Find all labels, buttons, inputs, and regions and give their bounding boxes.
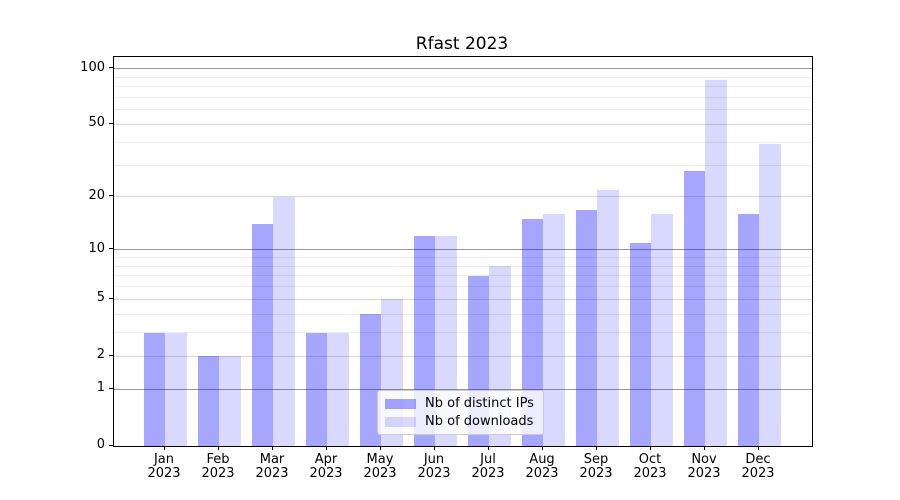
y-axis-tick-label-50: 50 xyxy=(88,115,105,131)
bar-downloads-aug xyxy=(543,214,565,446)
grid-line-minor-60 xyxy=(114,109,812,111)
grid-line-minor-80 xyxy=(114,86,812,88)
legend-label-distinct-ips: Nb of distinct IPs xyxy=(425,396,534,411)
y-axis-tick-mark-100 xyxy=(109,67,113,68)
y-axis-tick-mark-20 xyxy=(109,195,113,197)
y-axis-tick-label-0: 0 xyxy=(96,437,105,452)
x-axis-tick-mark-jan xyxy=(163,446,165,450)
y-axis-tick-label-10: 10 xyxy=(88,240,105,256)
grid-line-dark-10 xyxy=(114,249,812,251)
x-axis-tick-mark-mar xyxy=(271,446,273,450)
grid-line-dark-100 xyxy=(114,68,812,69)
legend-item-downloads: Nb of downloads xyxy=(385,414,543,429)
grid-line-light-5 xyxy=(114,298,812,300)
grid-line-light-50 xyxy=(114,123,812,125)
bar-distinct-ips-sep xyxy=(575,209,597,446)
legend-swatch-distinct-ips xyxy=(385,398,416,409)
x-axis-tick-label-may: May 2023 xyxy=(363,452,397,481)
legend-swatch-downloads xyxy=(385,416,416,427)
x-axis-tick-mark-feb xyxy=(217,446,219,450)
x-axis-tick-mark-sep xyxy=(595,446,597,450)
y-axis-tick-mark-0 xyxy=(109,444,113,446)
bar-downloads-nov xyxy=(705,79,727,446)
legend-item-distinct-ips: Nb of distinct IPs xyxy=(385,396,543,411)
x-axis-tick-mark-dec xyxy=(757,446,759,450)
bar-distinct-ips-may xyxy=(359,314,381,446)
bar-downloads-sep xyxy=(597,189,619,446)
x-axis-tick-mark-apr xyxy=(325,446,327,450)
bar-distinct-ips-dec xyxy=(737,214,759,446)
x-axis-tick-label-nov: Nov 2023 xyxy=(687,452,721,481)
x-axis-tick-label-feb: Feb 2023 xyxy=(201,452,235,481)
x-axis-tick-label-dec: Dec 2023 xyxy=(741,452,775,481)
y-axis-tick-mark-50 xyxy=(109,122,113,124)
x-axis-tick-mark-aug xyxy=(541,446,543,450)
bar-downloads-jan xyxy=(165,332,187,446)
bar-downloads-feb xyxy=(219,356,241,446)
x-axis-tick-mark-jun xyxy=(433,446,435,450)
bar-distinct-ips-nov xyxy=(683,170,705,446)
y-axis-tick-mark-2 xyxy=(109,354,113,356)
y-axis-tick-label-20: 20 xyxy=(88,187,105,203)
grid-line-minor-40 xyxy=(114,141,812,143)
x-axis-tick-label-apr: Apr 2023 xyxy=(309,452,343,481)
grid-line-minor-30 xyxy=(114,164,812,166)
y-axis-tick-label-1: 1 xyxy=(96,380,105,396)
grid-line-light-2 xyxy=(114,355,812,357)
grid-line-minor-8 xyxy=(114,265,812,267)
x-axis-tick-label-aug: Aug 2023 xyxy=(525,452,559,481)
y-axis-tick-mark-5 xyxy=(109,297,113,299)
grid-line-minor-4 xyxy=(114,313,812,315)
x-axis-tick-mark-jul xyxy=(487,446,489,450)
x-axis-tick-mark-nov xyxy=(703,446,705,450)
bar-distinct-ips-jan xyxy=(143,332,165,446)
bar-distinct-ips-feb xyxy=(197,356,219,446)
x-axis-tick-label-jun: Jun 2023 xyxy=(417,452,451,481)
y-axis-tick-label-100: 100 xyxy=(80,59,105,75)
chart-title: Rfast 2023 xyxy=(415,34,509,54)
bar-downloads-mar xyxy=(273,196,295,446)
grid-line-minor-9 xyxy=(114,257,812,259)
y-axis-tick-label-2: 2 xyxy=(96,347,105,363)
x-axis-tick-label-jul: Jul 2023 xyxy=(471,452,505,481)
grid-line-minor-70 xyxy=(114,96,812,98)
bar-distinct-ips-aug xyxy=(521,219,543,446)
bar-downloads-apr xyxy=(327,332,349,446)
y-axis-tick-mark-10 xyxy=(109,248,113,250)
x-axis-tick-label-sep: Sep 2023 xyxy=(579,452,613,481)
bar-downloads-dec xyxy=(759,144,781,446)
bar-distinct-ips-apr xyxy=(305,332,327,446)
plot-area xyxy=(113,56,813,447)
grid-line-minor-90 xyxy=(114,76,812,78)
x-axis-tick-mark-oct xyxy=(649,446,651,450)
bar-distinct-ips-mar xyxy=(251,224,273,446)
grid-line-minor-7 xyxy=(114,275,812,277)
y-axis-tick-mark-1 xyxy=(109,387,113,389)
grid-line-light-20 xyxy=(114,196,812,198)
grid-line-minor-6 xyxy=(114,286,812,288)
grid-line-minor-3 xyxy=(114,332,812,334)
x-axis-tick-label-oct: Oct 2023 xyxy=(633,452,667,481)
bar-downloads-oct xyxy=(651,214,673,446)
legend-label-downloads: Nb of downloads xyxy=(425,414,534,429)
y-axis-tick-label-5: 5 xyxy=(96,290,105,306)
x-axis-tick-label-jan: Jan 2023 xyxy=(147,452,181,481)
x-axis-tick-mark-may xyxy=(379,446,381,450)
x-axis-tick-label-mar: Mar 2023 xyxy=(255,452,289,481)
legend: Nb of distinct IPs Nb of downloads xyxy=(377,390,544,435)
grid-line-dark-1 xyxy=(114,388,812,390)
bar-distinct-ips-oct xyxy=(629,242,651,446)
